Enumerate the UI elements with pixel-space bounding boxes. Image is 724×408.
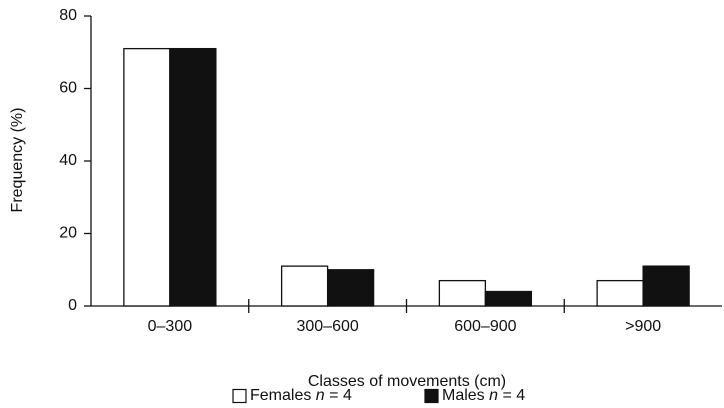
y-tick-label: 80 bbox=[59, 7, 77, 24]
y-tick-label: 0 bbox=[68, 297, 77, 314]
x-tick-label: >900 bbox=[625, 318, 661, 335]
legend-label: Males n = 4 bbox=[442, 387, 525, 404]
bar bbox=[642, 265, 690, 307]
legend-swatch bbox=[232, 388, 247, 404]
bar bbox=[438, 279, 487, 307]
bar bbox=[123, 47, 171, 307]
x-tick-label: 0–300 bbox=[148, 318, 193, 335]
bar bbox=[169, 47, 217, 307]
y-tick-label: 20 bbox=[59, 225, 77, 242]
y-axis-title: Frequency (%) bbox=[9, 108, 26, 213]
y-tick-label: 40 bbox=[59, 152, 77, 169]
legend-label: Females n = 4 bbox=[250, 387, 352, 404]
x-tick-label: 300–600 bbox=[296, 318, 358, 335]
bar bbox=[326, 269, 375, 307]
bar bbox=[280, 265, 329, 307]
bar bbox=[484, 290, 533, 307]
x-tick-label: 600–900 bbox=[454, 318, 516, 335]
bar bbox=[596, 279, 644, 307]
x-axis-title: Classes of movements (cm) bbox=[308, 373, 506, 390]
legend-swatch bbox=[424, 388, 439, 404]
y-tick-label: 60 bbox=[59, 80, 77, 97]
